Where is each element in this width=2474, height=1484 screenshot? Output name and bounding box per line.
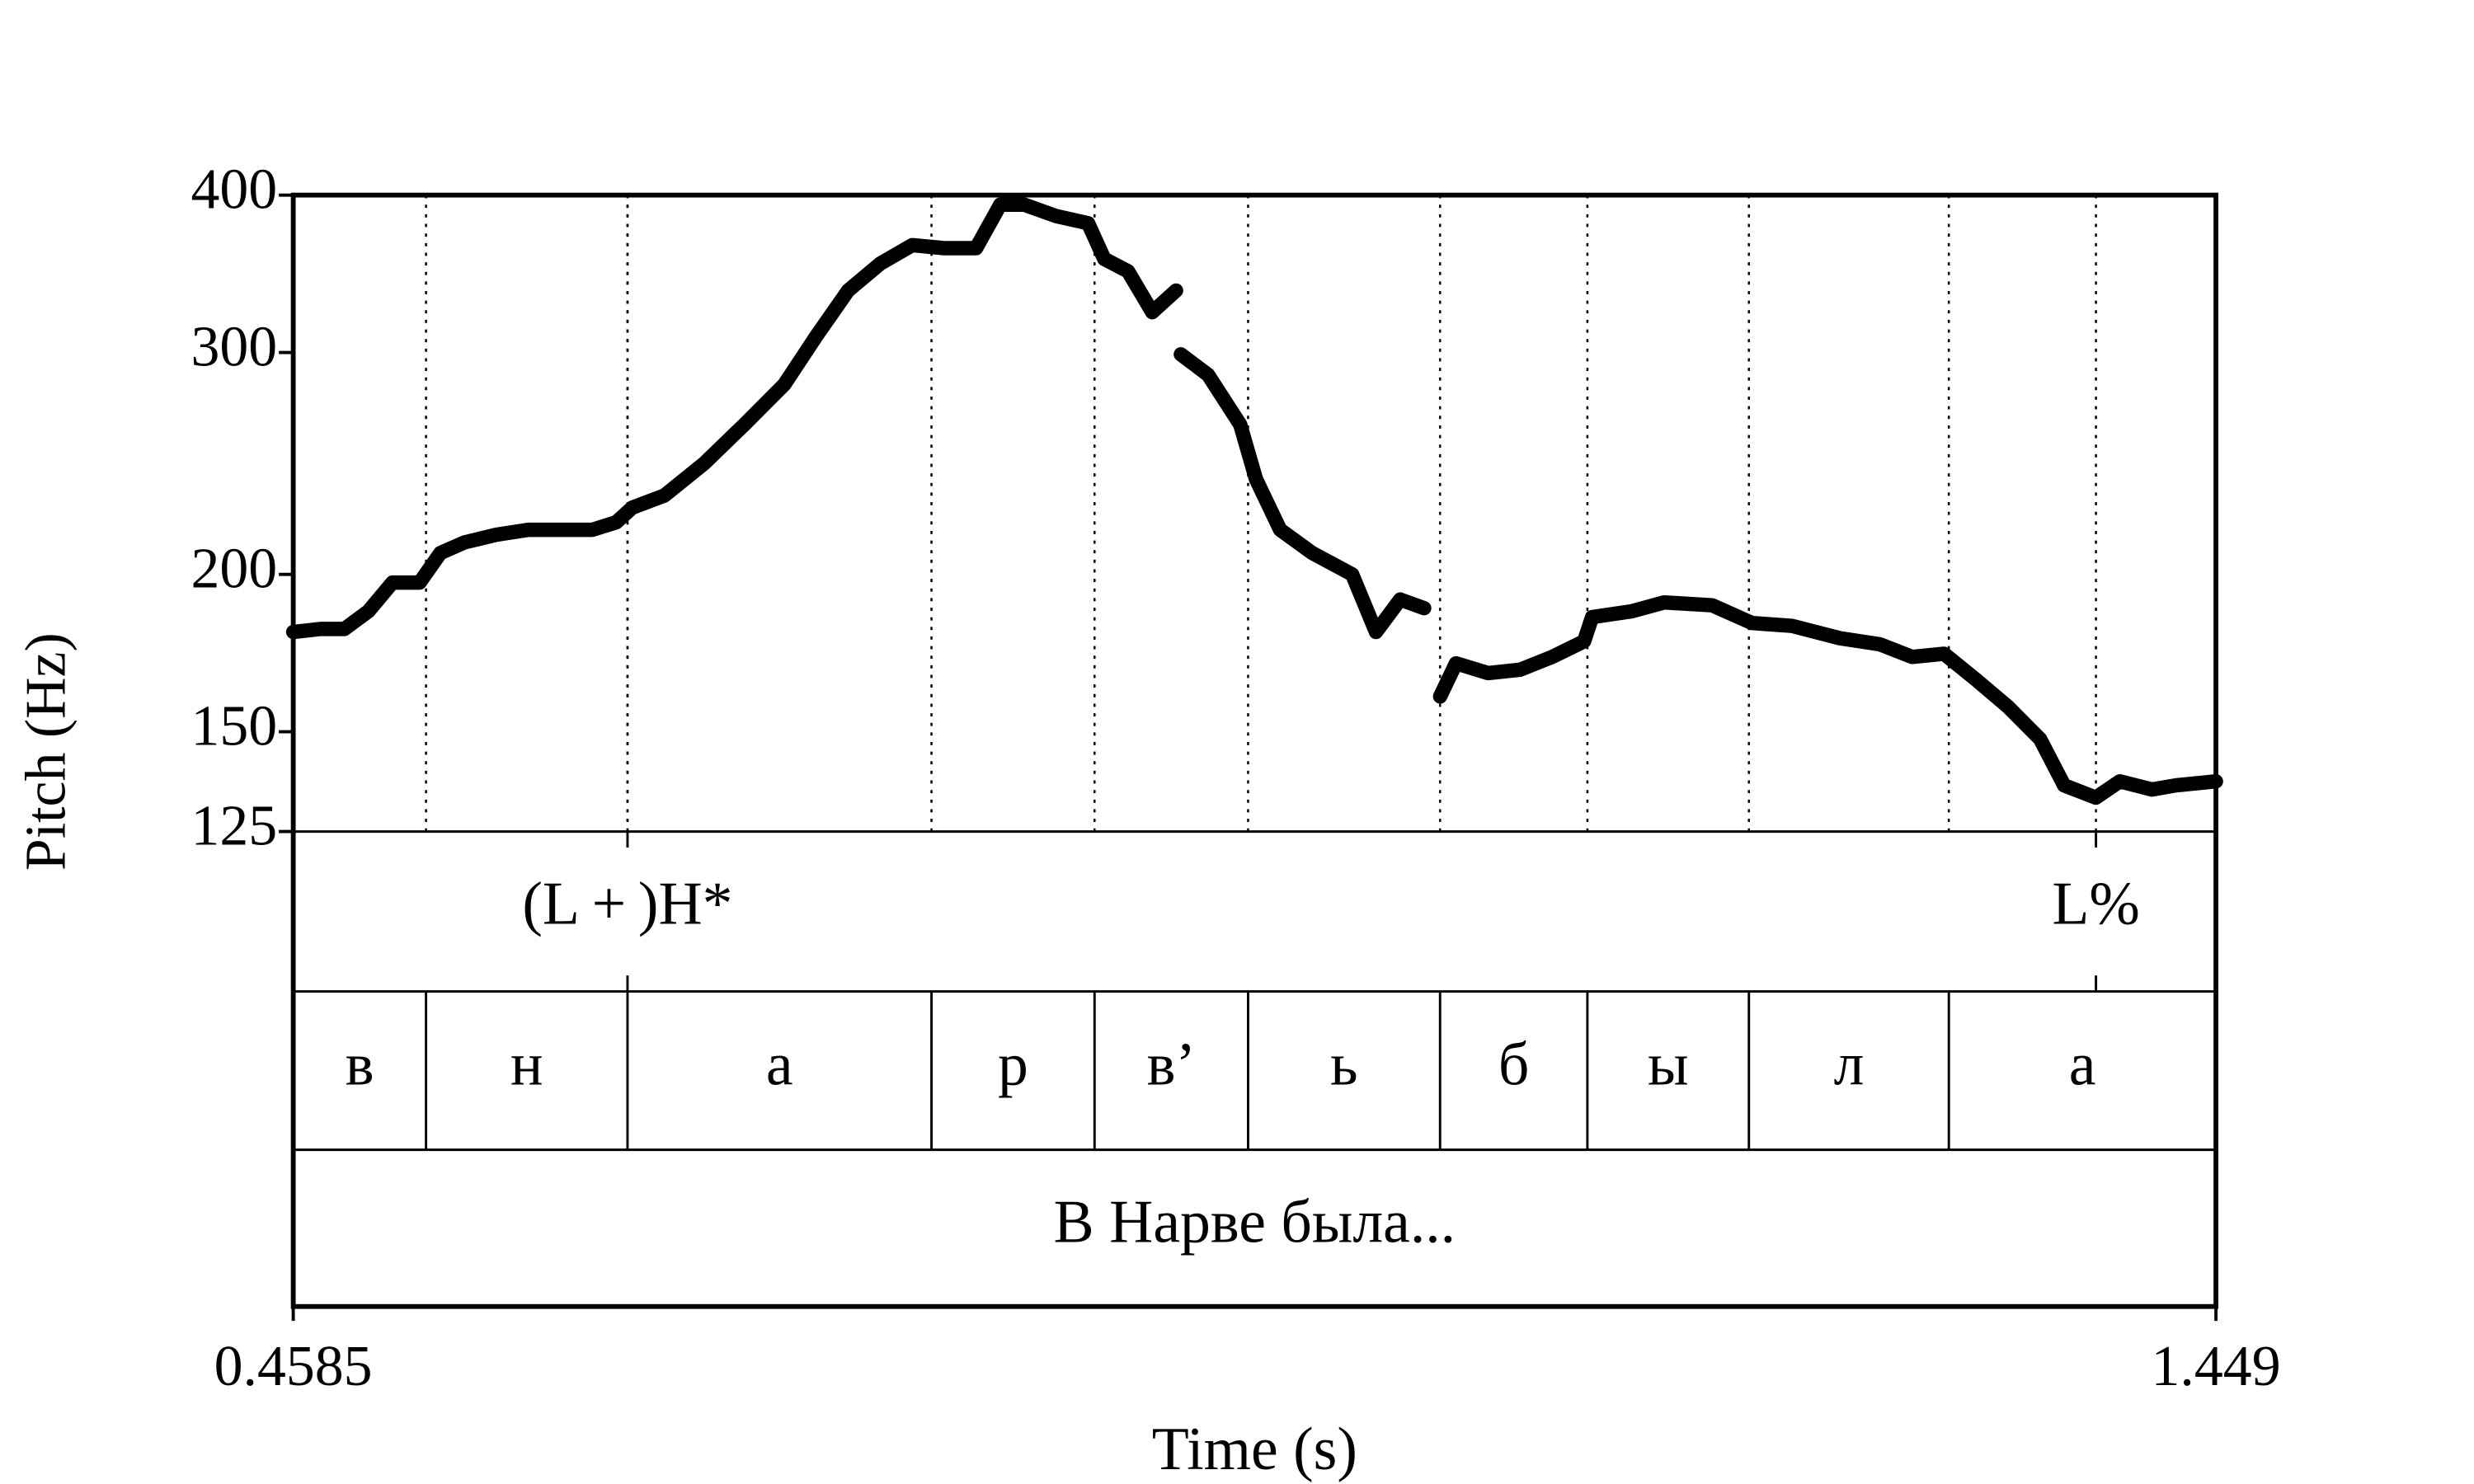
pitch-track xyxy=(285,197,2223,805)
point-label: L% xyxy=(2052,870,2139,937)
x-tick-label: 1.449 xyxy=(2152,1335,2281,1398)
interval-label: н xyxy=(510,1031,543,1098)
interval-label: а xyxy=(2069,1031,2096,1098)
interval-label: в’ xyxy=(1147,1031,1196,1098)
interval-label: р xyxy=(998,1031,1028,1098)
interval-label: в xyxy=(346,1031,374,1098)
y-tick-label: 300 xyxy=(190,316,277,379)
point-label: (L + )H* xyxy=(522,870,732,937)
y-axis-label: Pitch (Hz) xyxy=(15,632,78,871)
interval-label: В Нарве была... xyxy=(1054,1188,1456,1256)
y-tick-label: 150 xyxy=(190,695,277,758)
x-axis-label: Time (s) xyxy=(1152,1415,1357,1482)
y-tick-label: 200 xyxy=(190,538,277,601)
y-tick-label: 125 xyxy=(190,795,277,858)
interval-label: ы xyxy=(1648,1031,1689,1098)
y-tick-label: 400 xyxy=(190,158,277,222)
interval-label: а xyxy=(766,1031,793,1098)
interval-label: л xyxy=(1834,1031,1865,1098)
interval-label: б xyxy=(1498,1031,1530,1098)
x-tick-label: 0.4585 xyxy=(214,1335,373,1398)
interval-label: ь xyxy=(1330,1031,1358,1098)
frame xyxy=(290,192,2218,1309)
